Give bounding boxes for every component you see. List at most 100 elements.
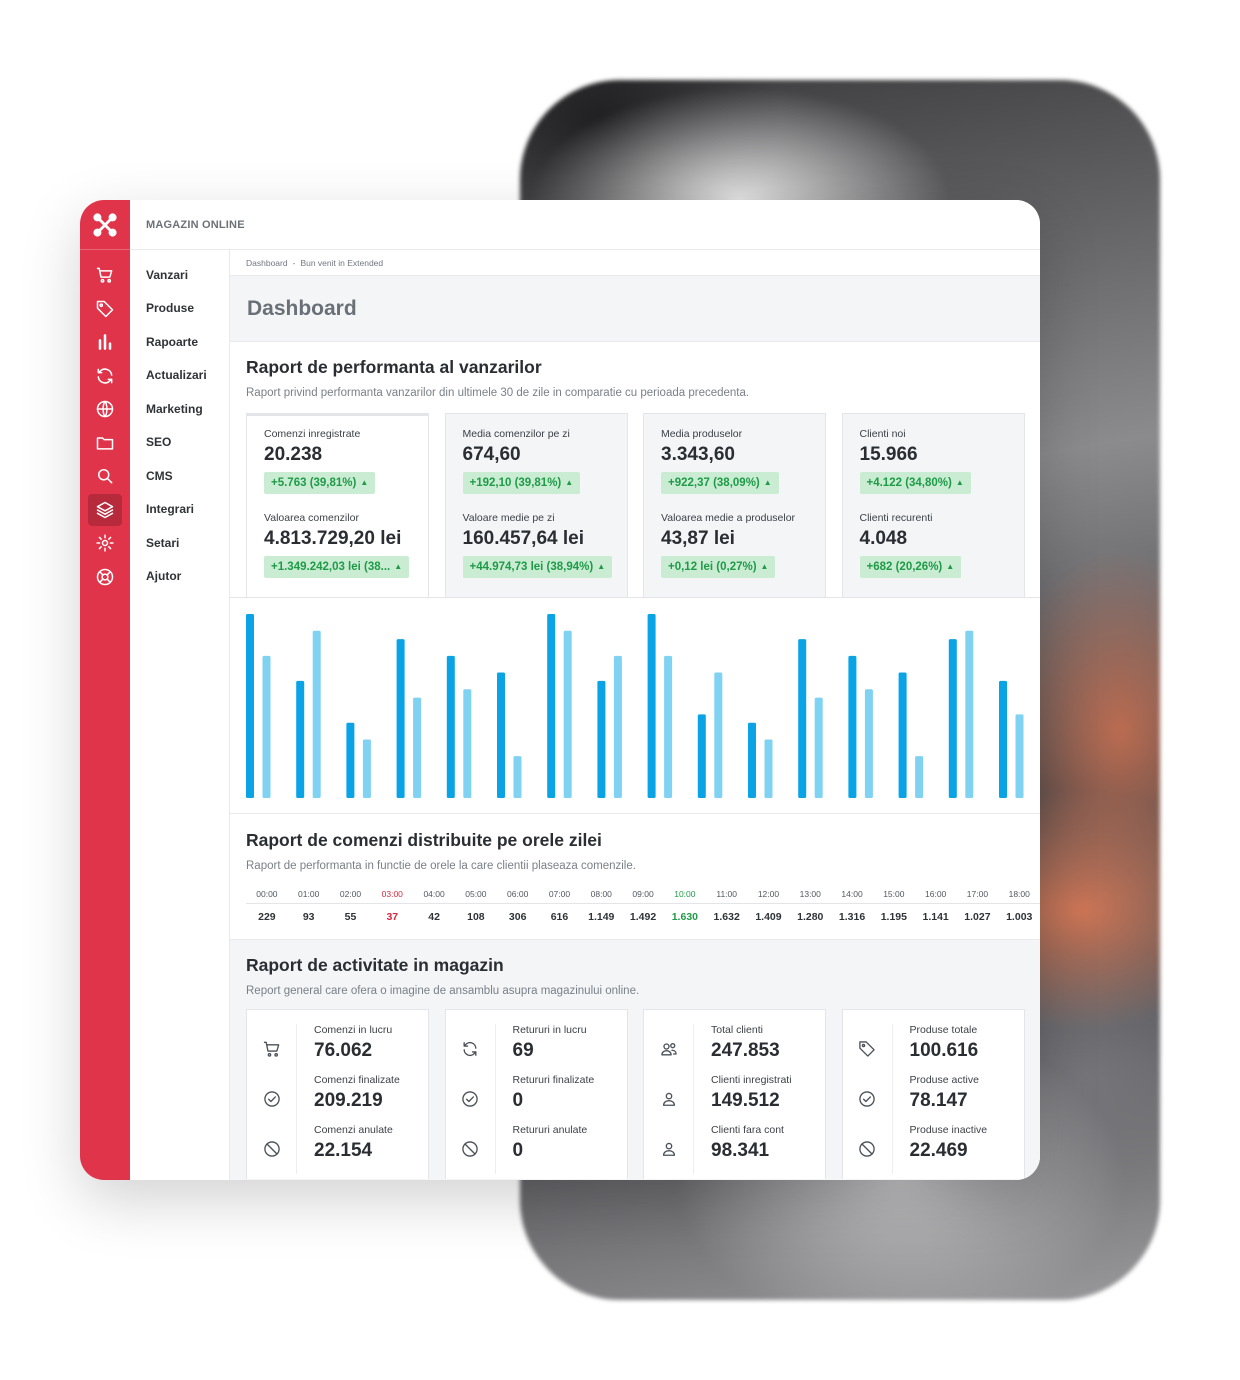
hour-orders-count: 1.141: [914, 903, 957, 929]
menu-item-cms[interactable]: CMS: [146, 468, 173, 483]
hour-label: 12:00: [757, 889, 780, 899]
bar-previous[interactable]: [664, 655, 673, 798]
logo-icon[interactable]: [80, 200, 130, 250]
hour-label: 17:00: [966, 889, 989, 899]
globe-icon[interactable]: [88, 393, 122, 425]
sales-card[interactable]: Media comenzilor pe zi 674,60 +192,10 (3…: [444, 413, 628, 597]
bar-previous[interactable]: [312, 630, 321, 798]
bar-chart-icon[interactable]: [88, 326, 122, 358]
change-text: +682 (20,26%): [866, 561, 943, 573]
bar-current[interactable]: [898, 672, 907, 798]
lifebuoy-icon[interactable]: [88, 561, 122, 593]
bar-current[interactable]: [697, 714, 706, 798]
metric-value: 100.616: [909, 1040, 979, 1061]
activity-metric: Clienti inregistrati 149.512: [694, 1074, 792, 1124]
menu-item-seo[interactable]: SEO: [146, 435, 172, 450]
hour-orders-count: 616: [538, 903, 581, 929]
menu-item-produse[interactable]: Produse: [146, 301, 195, 316]
bar-current[interactable]: [296, 680, 305, 798]
bar-current[interactable]: [948, 639, 957, 798]
up-arrow-icon: ▲: [955, 478, 964, 487]
bar-current[interactable]: [848, 655, 857, 798]
hour-orders-count: 108: [454, 903, 497, 929]
bar-previous[interactable]: [262, 655, 271, 798]
metric-label: Comenzi finalizate: [314, 1074, 400, 1086]
hour-column: 18:00 1.003: [998, 885, 1040, 929]
bar-current[interactable]: [748, 722, 756, 798]
refresh-icon[interactable]: [88, 360, 122, 392]
bar-current[interactable]: [999, 680, 1007, 798]
activity-cards: Comenzi in lucru 76.062 Comenzi finalizate…: [246, 1009, 1040, 1179]
layers-icon[interactable]: [88, 493, 122, 526]
tag-icon[interactable]: [88, 293, 122, 325]
bar-previous[interactable]: [563, 630, 572, 798]
bar-current[interactable]: [346, 722, 355, 798]
check-circle-icon: [843, 1074, 893, 1124]
activity-card[interactable]: Total clienti 247.853 Clienti inregistrati…: [643, 1009, 826, 1179]
metric-value: 160.457,64 lei: [462, 528, 585, 549]
bar-previous[interactable]: [362, 739, 371, 798]
change-badge: +682 (20,26%) ▲: [859, 556, 962, 578]
hour-label: 03:00: [381, 889, 403, 899]
menu-item-actualizari[interactable]: Actualizari: [146, 368, 207, 383]
bar-current[interactable]: [647, 614, 656, 798]
menu-item-ajutor[interactable]: Ajutor: [146, 569, 182, 584]
hourly-report-section: Raport de comenzi distribuite pe orele z…: [230, 813, 1040, 939]
activity-metric: Total clienti 247.853: [694, 1024, 780, 1074]
cart-icon[interactable]: [88, 259, 122, 291]
bar-previous[interactable]: [1015, 714, 1024, 798]
sales-cards: Comenzi inregistrate 20.238 +5.763 (39,8…: [246, 413, 1040, 597]
bar-previous[interactable]: [864, 689, 873, 798]
metric-label: Retururi finalizate: [512, 1074, 595, 1086]
bar-previous[interactable]: [965, 630, 974, 798]
metric-value: 69: [512, 1040, 534, 1061]
page-title: Dashboard: [247, 296, 357, 320]
metric-label: Clienti recurenti: [859, 512, 933, 524]
hour-orders-count: 1.280: [789, 903, 832, 929]
menu-item-vanzari[interactable]: Vanzari: [146, 267, 189, 282]
bar-current[interactable]: [396, 639, 405, 798]
menu-item-setari[interactable]: Setari: [146, 535, 180, 550]
search-icon[interactable]: [88, 460, 122, 492]
bar-current[interactable]: [597, 680, 606, 798]
bar-current[interactable]: [246, 614, 254, 798]
hour-orders-count: 1.632: [705, 903, 748, 929]
activity-card[interactable]: Retururi in lucru 69 Retururi finalizate 0 R…: [444, 1009, 628, 1179]
gear-icon[interactable]: [88, 527, 122, 559]
bar-current[interactable]: [497, 672, 505, 798]
sales-card[interactable]: Comenzi inregistrate 20.238 +5.763 (39,8…: [246, 413, 429, 597]
bar-previous[interactable]: [513, 756, 522, 798]
activity-card[interactable]: Comenzi in lucru 76.062 Comenzi finalizate…: [246, 1009, 429, 1179]
sales-card[interactable]: Clienti noi 15.966 +4.122 (34,80%) ▲ Clie…: [841, 413, 1025, 597]
menu-item-integrari[interactable]: Integrari: [146, 502, 195, 517]
bar-current[interactable]: [446, 655, 455, 798]
hourly-table: 00:00 229 01:00 93 02:00 55 03:00 37 04:00 42 05:0…: [246, 885, 1040, 929]
bar-previous[interactable]: [814, 697, 823, 798]
up-arrow-icon: ▲: [946, 562, 955, 571]
bar-current[interactable]: [547, 614, 556, 798]
bar-previous[interactable]: [413, 697, 422, 798]
bar-previous[interactable]: [463, 689, 472, 798]
folder-icon[interactable]: [88, 427, 122, 459]
activity-metric: Produse active 78.147: [893, 1074, 979, 1124]
hour-label: 09:00: [632, 889, 654, 899]
change-badge: +4.122 (34,80%) ▲: [859, 472, 971, 494]
metric-value: 674,60: [462, 444, 521, 465]
menu-item-rapoarte[interactable]: Rapoarte: [146, 334, 199, 349]
metric-label: Clienti noi: [859, 428, 906, 440]
cart-icon: [247, 1024, 297, 1074]
menu-item-marketing[interactable]: Marketing: [146, 401, 203, 416]
bar-previous[interactable]: [764, 739, 773, 798]
bar-previous[interactable]: [613, 655, 622, 798]
up-arrow-icon: ▲: [763, 478, 772, 487]
sales-card[interactable]: Media produselor 3.343,60 +922,37 (38,09…: [643, 413, 826, 597]
breadcrumb-item[interactable]: Dashboard: [246, 257, 288, 268]
change-badge: +5.763 (39,81%) ▲: [264, 472, 376, 494]
bar-previous[interactable]: [915, 756, 924, 798]
bar-current[interactable]: [798, 639, 807, 798]
hour-orders-count: 93: [287, 903, 330, 929]
metric-value: 43,87 lei: [661, 528, 735, 549]
activity-metric: Clienti fara cont 98.341: [694, 1124, 784, 1174]
activity-card[interactable]: Produse totale 100.616 Produse active 78.14…: [841, 1009, 1025, 1179]
bar-previous[interactable]: [714, 672, 723, 798]
